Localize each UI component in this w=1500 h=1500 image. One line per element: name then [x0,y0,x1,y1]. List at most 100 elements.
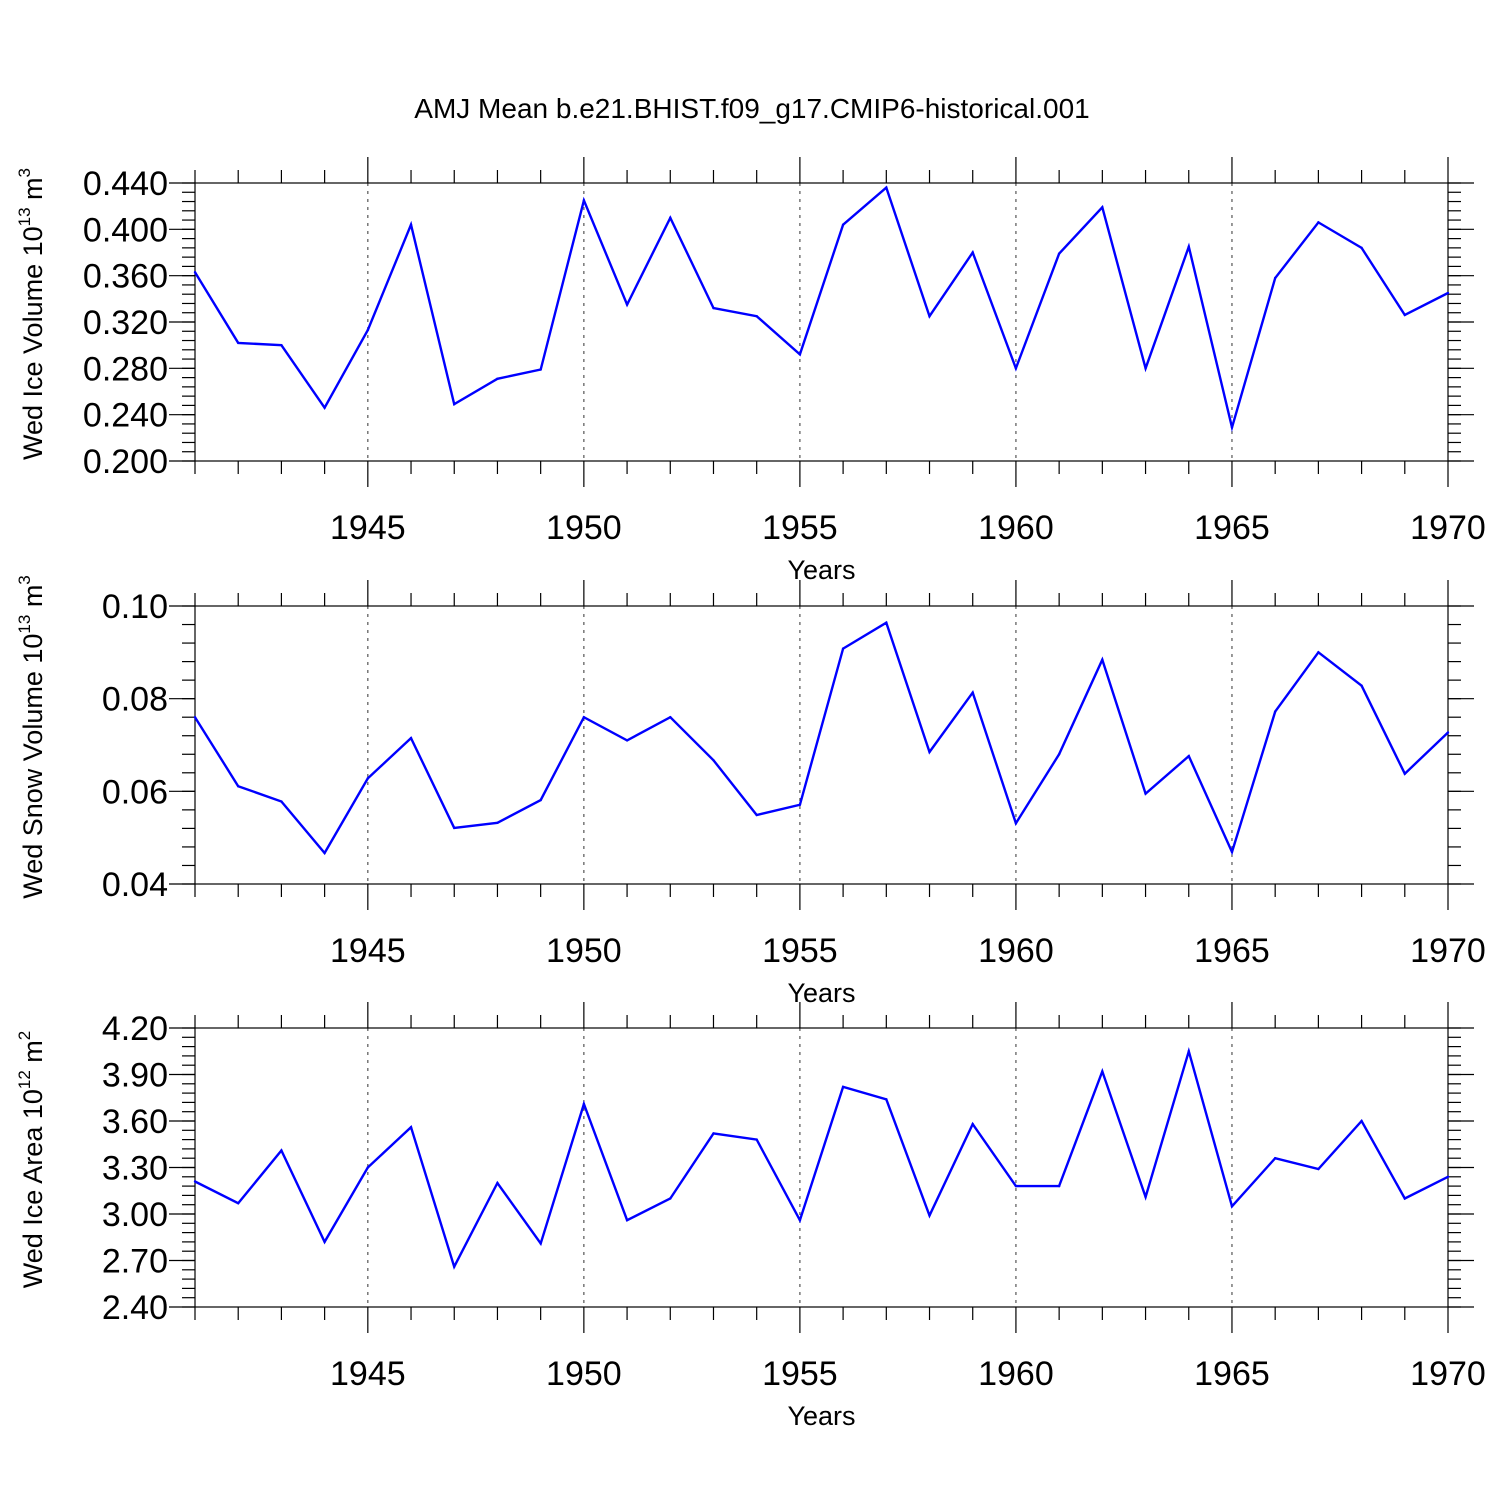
data-point [971,1122,974,1126]
data-point [1273,1157,1277,1160]
x-tick-label: 1960 [978,1355,1054,1393]
data-point [1446,291,1450,295]
data-point [841,1085,845,1089]
x-tick-label: 1945 [330,509,406,547]
y-axis-label-unit: m [18,585,48,615]
data-point [1273,276,1277,280]
data-point [366,777,370,780]
y-axis-label: Wed Snow Volume 1013 m3 [15,575,48,899]
data-point [496,821,499,825]
data-point [1144,792,1147,795]
x-tick-label: 1955 [762,932,838,970]
series-line [194,1046,1449,1270]
data-point [971,251,974,254]
y-axis-label: Wed Ice Volume 1013 m3 [15,168,48,460]
data-point [539,368,542,371]
data-point [1187,1050,1190,1053]
x-tick-label: 1960 [978,509,1054,547]
panel-3: 2.40 2.70 3.00 3.30 3.60 3.90 4.20 1945 1950 1955… [15,1002,1486,1431]
data-point [971,691,974,694]
x-tick-label: 1965 [1194,1355,1270,1393]
panels-group: 0.200 0.240 0.280 0.320 0.360 0.400 0.440 1945 1… [15,157,1486,1431]
data-point [237,1201,240,1205]
data-point [1057,753,1061,756]
data-point [453,826,456,830]
x-tick-label: 1950 [546,932,622,970]
data-point [496,377,499,380]
y-tick-label: 0.320 [83,304,168,342]
data-point [1014,822,1018,825]
data-point [366,1166,370,1169]
x-tick-label: 1960 [978,932,1054,970]
y-tick-label: 0.04 [102,866,168,904]
data-point [582,1102,586,1106]
data-point [1230,1205,1234,1208]
data-point [798,353,802,356]
data-point [496,1181,499,1185]
data-point [1101,1070,1104,1073]
y-axis-label-exponent: 13 [15,207,34,226]
data-point [1144,1195,1147,1199]
data-point [539,798,542,802]
data-point [625,1219,629,1222]
y-tick-label: 0.08 [102,681,168,719]
data-point [409,1126,413,1129]
data-point [669,216,672,219]
data-point [755,1138,758,1141]
data-point [1187,754,1190,758]
series-line [193,185,1449,433]
x-tick-label: 1945 [330,932,406,970]
data-point [1230,426,1234,429]
data-point [798,1219,802,1222]
data-point [712,1132,715,1135]
data-point [582,716,586,719]
x-axis-label: Years [787,555,855,585]
y-tick-label: 0.360 [83,258,168,296]
y-tick-label: 3.90 [102,1057,168,1095]
plot-frame [194,605,1449,885]
x-tick-label: 1945 [330,1355,406,1393]
data-point [755,813,758,817]
data-point [928,315,931,318]
data-point [1403,1197,1406,1200]
data-point [625,303,629,306]
data-point [409,223,413,226]
data-point [323,406,326,409]
x-tick-label: 1965 [1194,509,1270,547]
data-point [885,621,888,624]
data-point [366,328,370,332]
data-point [712,306,715,310]
data-point [669,716,672,719]
y-tick-label: 0.200 [83,443,168,481]
y-tick-label: 3.60 [102,1103,168,1141]
data-point [669,1197,672,1200]
data-point [1317,1167,1320,1171]
x-tick-label: 1965 [1194,932,1270,970]
data-point [1057,1184,1061,1188]
data-point [1446,1175,1450,1179]
data-point [1057,252,1061,255]
x-axis-label: Years [787,1401,855,1431]
data-point [1446,731,1450,734]
x-axis-label: Years [787,978,855,1008]
x-tick-label: 1955 [762,509,838,547]
data-point [409,736,413,740]
data-point [1317,221,1320,224]
data-point [928,750,931,754]
y-axis-label-unit-exponent: 2 [15,1031,34,1040]
data-point [193,716,197,719]
data-point [280,800,283,803]
y-axis-label-main: Wed Ice Volume 10 [18,226,48,460]
x-tick-label: 1950 [546,509,622,547]
y-axis-label-main: Wed Ice Area 10 [18,1089,48,1288]
panel-2: 0.04 0.06 0.08 0.10 1945 1950 1955 1960 1965 1970… [15,575,1486,1008]
y-tick-label: 0.440 [83,165,168,203]
data-point [1187,245,1190,248]
y-axis-label-main: Wed Snow Volume 10 [18,634,48,899]
data-point [237,341,240,345]
data-point [1230,850,1234,854]
data-point [841,647,845,650]
data-point [1273,710,1277,713]
